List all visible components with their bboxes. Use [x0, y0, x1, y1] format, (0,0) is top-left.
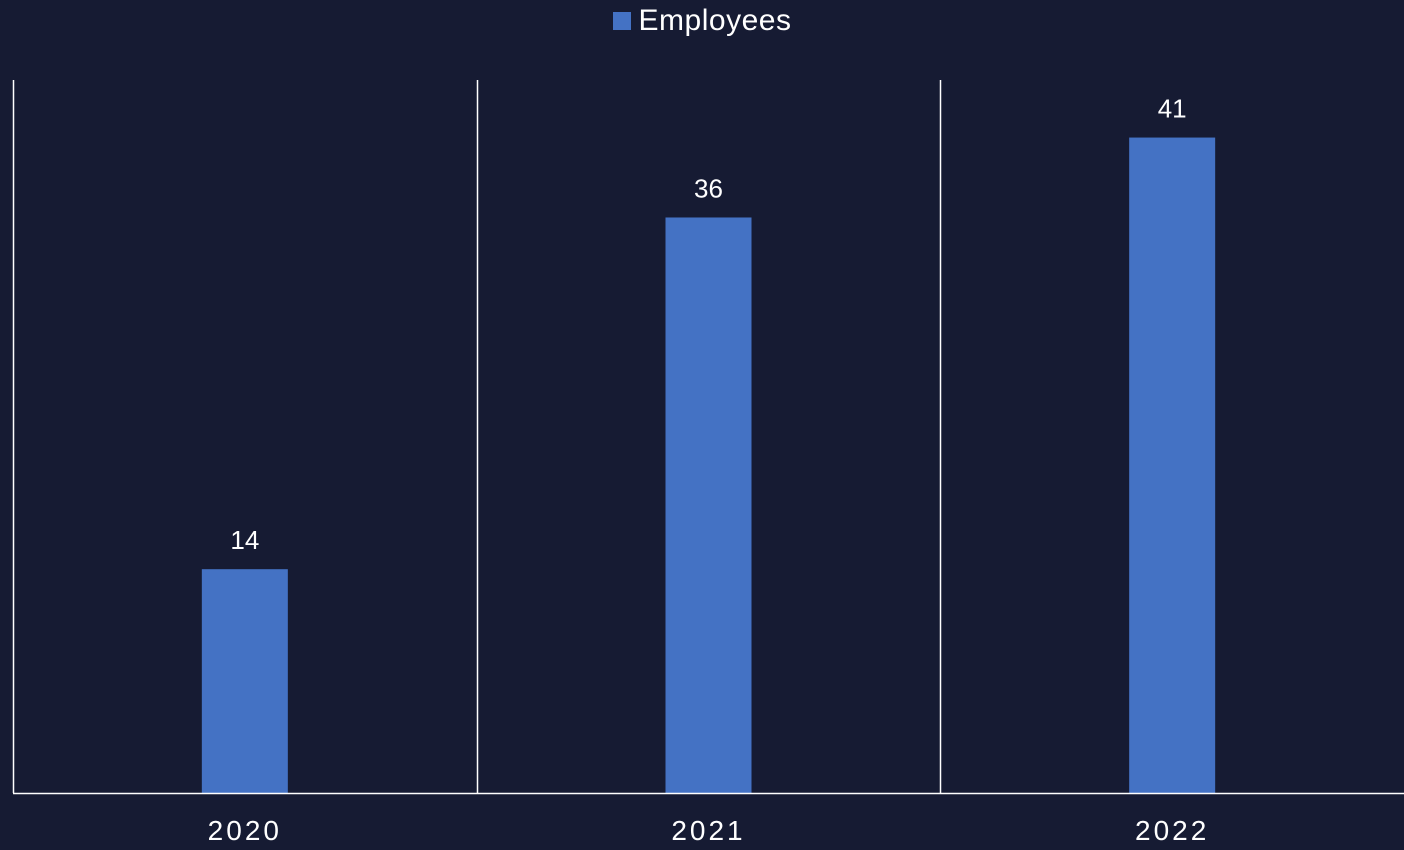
x-tick-label-2020: 2020: [208, 815, 282, 845]
x-tick-label-2021: 2021: [671, 815, 745, 845]
bar-2021: [665, 217, 752, 793]
legend-swatch-employees: [612, 12, 631, 30]
bar-2022: [1129, 137, 1216, 793]
data-label-2020: 14: [230, 525, 259, 555]
legend-label-employees: Employees: [638, 4, 792, 37]
legend: Employees: [0, 4, 1404, 38]
data-label-2021: 36: [694, 173, 723, 203]
x-tick-label-2022: 2022: [1135, 815, 1209, 845]
bar-2020: [201, 569, 288, 793]
data-label-2022: 41: [1158, 94, 1187, 124]
